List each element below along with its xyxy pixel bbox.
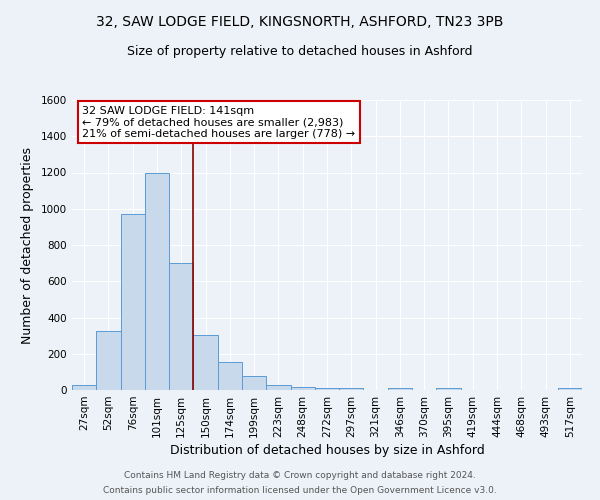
Bar bbox=[436, 388, 461, 390]
Bar bbox=[193, 334, 218, 390]
Y-axis label: Number of detached properties: Number of detached properties bbox=[21, 146, 34, 344]
Bar bbox=[315, 388, 339, 390]
Bar bbox=[290, 386, 315, 390]
Bar bbox=[169, 263, 193, 390]
Bar bbox=[96, 331, 121, 390]
Text: Contains HM Land Registry data © Crown copyright and database right 2024.: Contains HM Land Registry data © Crown c… bbox=[124, 471, 476, 480]
Bar bbox=[558, 388, 582, 390]
Bar bbox=[145, 172, 169, 390]
Bar bbox=[339, 388, 364, 390]
X-axis label: Distribution of detached houses by size in Ashford: Distribution of detached houses by size … bbox=[170, 444, 484, 457]
Bar bbox=[121, 214, 145, 390]
Bar bbox=[242, 376, 266, 390]
Bar bbox=[72, 386, 96, 390]
Text: Contains public sector information licensed under the Open Government Licence v3: Contains public sector information licen… bbox=[103, 486, 497, 495]
Text: 32 SAW LODGE FIELD: 141sqm
← 79% of detached houses are smaller (2,983)
21% of s: 32 SAW LODGE FIELD: 141sqm ← 79% of deta… bbox=[82, 106, 355, 139]
Text: 32, SAW LODGE FIELD, KINGSNORTH, ASHFORD, TN23 3PB: 32, SAW LODGE FIELD, KINGSNORTH, ASHFORD… bbox=[97, 15, 503, 29]
Bar bbox=[266, 384, 290, 390]
Text: Size of property relative to detached houses in Ashford: Size of property relative to detached ho… bbox=[127, 45, 473, 58]
Bar bbox=[218, 362, 242, 390]
Bar bbox=[388, 388, 412, 390]
